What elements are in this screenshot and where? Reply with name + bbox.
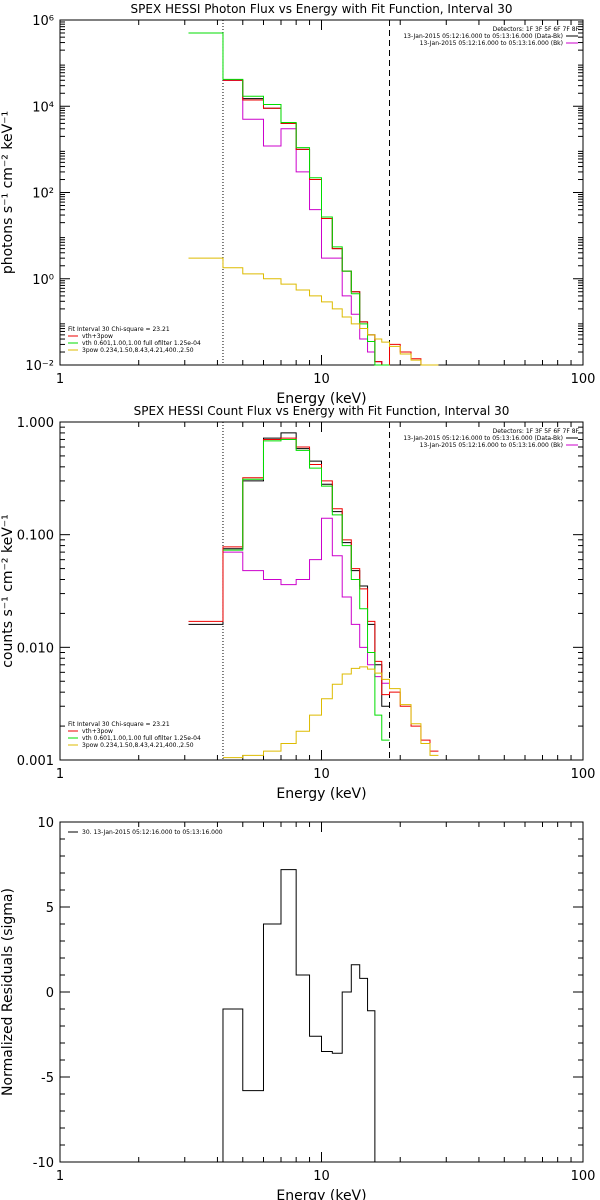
legend-entry: 30. 13-Jan-2015 05:12:16.000 to 05:13:16… [82, 829, 223, 836]
x-tick-label: 10 [313, 767, 330, 782]
fit-legend-header: Fit Interval 30 Chi-square = 23.21 [68, 326, 170, 333]
y-tick-label: 0.100 [17, 529, 54, 544]
chart-panel-1: SPEX HESSI Photon Flux vs Energy with Fi… [0, 2, 595, 407]
x-axis-label: Energy (keV) [276, 786, 366, 802]
legend-entry: 13-Jan-2015 05:12:16.000 to 05:13:16.000… [420, 442, 563, 449]
legend-header: Detectors: 1F 3F 5F 6F 7F 8F [493, 428, 580, 435]
legend-entry: 13-Jan-2015 05:12:16.000 to 05:13:16.000… [403, 33, 563, 40]
series-line [222, 666, 439, 759]
fit-legend-entry: vth+3pow [82, 333, 113, 340]
y-tick-label: 10⁶ [32, 14, 54, 29]
x-tick-label: 100 [571, 1169, 596, 1184]
y-axis-label: Normalized Residuals (sigma) [0, 888, 16, 1096]
y-tick-label: 1.000 [17, 416, 54, 431]
y-axis-label: counts s⁻¹ cm⁻² keV⁻¹ [0, 514, 16, 668]
fit-legend-entry: 3pow 0.234,1.50,8.43,4.21,400.,2.50 [82, 742, 194, 749]
fit-legend-entry: vth+3pow [82, 728, 113, 735]
plot-frame [59, 821, 584, 1163]
fit-legend-header: Fit Interval 30 Chi-square = 23.21 [68, 721, 170, 728]
series-line [188, 437, 439, 752]
series-line [222, 79, 390, 366]
y-tick-label: 10² [32, 187, 54, 202]
y-tick-label: 10⁴ [32, 100, 54, 115]
y-tick-label: 10 [37, 816, 54, 831]
chart-panel-3: 1 10 100 Energy (keV) -10 -5 0 5 10 Normalized Re… [0, 816, 595, 1200]
y-tick-label: 10⁻² [25, 359, 54, 374]
x-axis-label: Energy (keV) [276, 391, 366, 407]
y-tick-label: 0.001 [17, 754, 54, 769]
series-line [188, 432, 390, 707]
y-tick-label: 0.010 [17, 641, 54, 656]
x-tick-label: 100 [571, 372, 596, 387]
x-tick-label: 10 [313, 372, 330, 387]
chart-title: SPEX HESSI Count Flux vs Energy with Fit… [134, 404, 510, 418]
legend-entry: 13-Jan-2015 05:12:16.000 to 05:13:16.000… [420, 40, 563, 47]
x-axis-label: Energy (keV) [276, 1188, 366, 1200]
series-line [222, 79, 439, 366]
fit-legend-entry: vth 0.601,1.00,1.00 full ofilter 1.25e-0… [82, 735, 201, 742]
y-axis-label: photons s⁻¹ cm⁻² keV⁻¹ [0, 111, 16, 274]
series-line [188, 257, 439, 366]
series-line [222, 869, 376, 1162]
fit-legend-entry: 3pow 0.234,1.50,8.43,4.21,400.,2.50 [82, 347, 194, 354]
series-line [222, 517, 390, 684]
series-line [188, 32, 390, 366]
x-tick-label: 1 [56, 372, 64, 387]
x-tick-label: 1 [56, 1169, 64, 1184]
x-tick-label: 10 [313, 1169, 330, 1184]
y-tick-label: -10 [33, 1156, 54, 1171]
y-tick-label: 10⁰ [32, 273, 54, 288]
y-tick-label: -5 [41, 1071, 54, 1086]
y-tick-label: 5 [46, 901, 54, 916]
y-tick-label: 0 [46, 986, 54, 1001]
legend-header: Detectors: 1F 3F 5F 6F 7F 8F [493, 26, 580, 33]
series-line [222, 438, 390, 741]
chart-title: SPEX HESSI Photon Flux vs Energy with Fi… [131, 2, 513, 16]
x-tick-label: 1 [56, 767, 64, 782]
fit-legend-entry: vth 0.601,1.00,1.00 full ofilter 1.25e-0… [82, 340, 201, 347]
legend-entry: 13-Jan-2015 05:12:16.000 to 05:13:16.000… [403, 435, 563, 442]
chart-panel-2: SPEX HESSI Count Flux vs Energy with Fit… [0, 404, 595, 802]
x-tick-label: 100 [571, 767, 596, 782]
